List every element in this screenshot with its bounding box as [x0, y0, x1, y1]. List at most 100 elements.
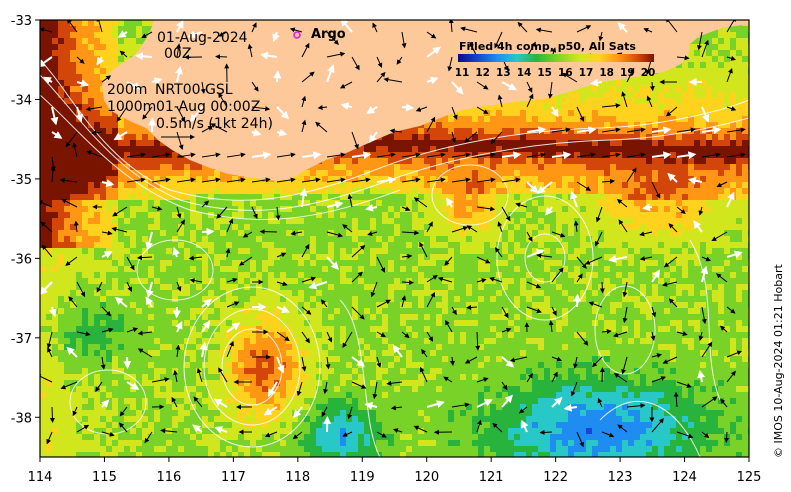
- sst-cell: [640, 164, 647, 171]
- sst-cell: [406, 230, 413, 237]
- sst-cell: [604, 86, 611, 93]
- sst-cell: [106, 176, 113, 183]
- sst-cell: [460, 236, 467, 243]
- sst-cell: [724, 86, 731, 93]
- sst-cell: [550, 248, 557, 255]
- sst-cell: [568, 98, 575, 105]
- sst-cell: [298, 182, 305, 189]
- sst-cell: [166, 182, 173, 189]
- sst-cell: [496, 158, 503, 165]
- sst-cell: [634, 248, 641, 255]
- sst-cell: [466, 212, 473, 219]
- sst-cell: [700, 158, 707, 165]
- sst-cell: [262, 182, 269, 189]
- sst-cell: [718, 266, 725, 273]
- sst-cell: [382, 200, 389, 207]
- sst-cell: [352, 194, 359, 201]
- sst-cell: [334, 254, 341, 261]
- sst-cell: [244, 260, 251, 267]
- sst-cell: [658, 230, 665, 237]
- sst-cell: [76, 164, 83, 171]
- sst-cell: [646, 122, 653, 129]
- sst-cell: [544, 116, 551, 123]
- sst-cell: [694, 140, 701, 147]
- sst-cell: [484, 122, 491, 129]
- sst-cell: [484, 116, 491, 123]
- sst-cell: [70, 230, 77, 237]
- sst-cell: [736, 140, 743, 147]
- sst-cell: [64, 182, 71, 189]
- sst-cell: [598, 122, 605, 129]
- sst-cell: [622, 194, 629, 201]
- sst-cell: [574, 236, 581, 243]
- sst-cell: [688, 266, 695, 273]
- sst-cell: [694, 56, 701, 63]
- sst-cell: [448, 122, 455, 129]
- sst-cell: [280, 224, 287, 231]
- sst-cell: [370, 164, 377, 171]
- sst-cell: [334, 206, 341, 213]
- sst-cell: [736, 44, 743, 51]
- sst-cell: [742, 236, 749, 243]
- sst-cell: [700, 230, 707, 237]
- sst-cell: [118, 224, 125, 231]
- sst-cell: [256, 230, 263, 237]
- sst-cell: [628, 92, 635, 99]
- sst-cell: [154, 266, 161, 273]
- sst-cell: [676, 86, 683, 93]
- sst-cell: [442, 236, 449, 243]
- sst-cell: [472, 182, 479, 189]
- sst-cell: [502, 188, 509, 195]
- sst-cell: [568, 230, 575, 237]
- sst-cell: [466, 146, 473, 153]
- sst-cell: [442, 266, 449, 273]
- sst-cell: [682, 134, 689, 141]
- sst-cell: [598, 104, 605, 111]
- sst-cell: [652, 176, 659, 183]
- sst-cell: [268, 236, 275, 243]
- sst-cell: [424, 230, 431, 237]
- sst-cell: [610, 92, 617, 99]
- sst-cell: [490, 134, 497, 141]
- sst-cell: [610, 158, 617, 165]
- sst-cell: [736, 98, 743, 105]
- sst-cell: [406, 182, 413, 189]
- sst-cell: [106, 116, 113, 123]
- sst-cell: [172, 176, 179, 183]
- sst-cell: [100, 200, 107, 207]
- sst-cell: [370, 260, 377, 267]
- sst-cell: [646, 260, 653, 267]
- sst-cell: [652, 194, 659, 201]
- sst-cell: [412, 242, 419, 249]
- sst-cell: [400, 230, 407, 237]
- sst-cell: [88, 200, 95, 207]
- sst-cell: [622, 212, 629, 219]
- sst-cell: [622, 116, 629, 123]
- sst-cell: [40, 122, 47, 129]
- sst-cell: [142, 26, 149, 33]
- sst-cell: [454, 140, 461, 147]
- sst-cell: [406, 158, 413, 165]
- sst-cell: [520, 242, 527, 249]
- sst-cell: [688, 170, 695, 177]
- sst-cell: [646, 248, 653, 255]
- sst-cell: [232, 206, 239, 213]
- sst-cell: [100, 236, 107, 243]
- sst-cell: [724, 194, 731, 201]
- sst-cell: [58, 50, 65, 57]
- sst-cell: [742, 104, 749, 111]
- sst-cell: [538, 110, 545, 117]
- sst-cell: [298, 248, 305, 255]
- sst-cell: [394, 140, 401, 147]
- sst-cell: [442, 224, 449, 231]
- sst-cell: [166, 260, 173, 267]
- sst-cell: [334, 236, 341, 243]
- sst-cell: [634, 134, 641, 141]
- sst-cell: [166, 194, 173, 201]
- sst-cell: [634, 254, 641, 261]
- sst-cell: [154, 224, 161, 231]
- sst-cell: [412, 176, 419, 183]
- sst-cell: [40, 182, 47, 189]
- sst-cell: [526, 158, 533, 165]
- sst-cell: [118, 44, 125, 51]
